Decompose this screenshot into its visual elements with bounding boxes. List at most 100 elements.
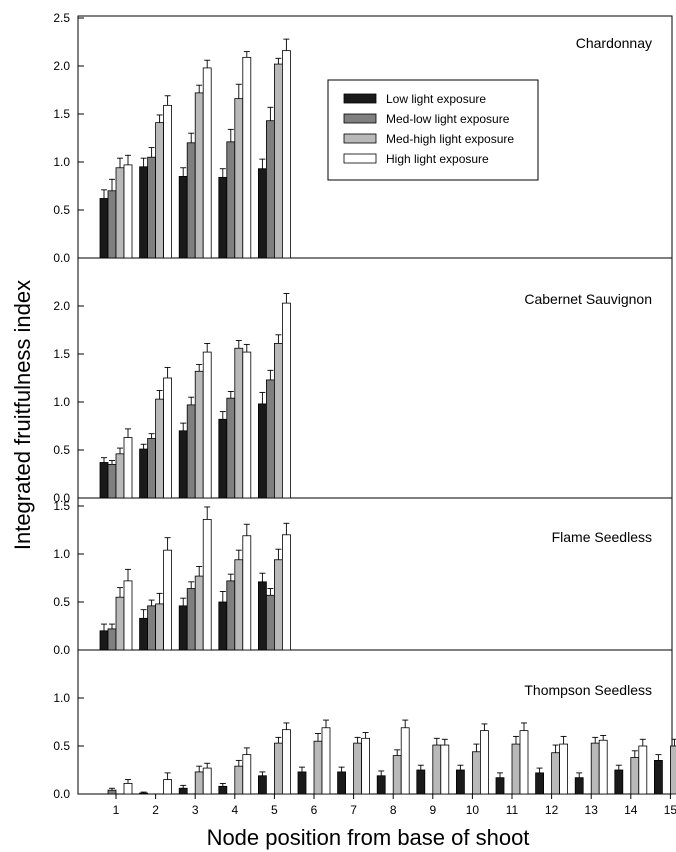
x-tick-label: 14 <box>624 803 638 817</box>
bar-thompson-seedless-s4-node10 <box>479 730 489 795</box>
panel-thompson-seedless: Thompson Seedless 0.0 0.5 1.0 <box>53 682 676 801</box>
bar-flame-seedless-s4-node2 <box>163 549 173 651</box>
bar-thompson-seedless-s3-node12 <box>551 752 560 795</box>
panel-flame-seedless: Flame Seedless 0.0 0.5 1.0 1.5 <box>53 499 652 657</box>
bar-cabernet-sauvignon-s4-node3 <box>202 351 212 499</box>
x-tick-label: 8 <box>390 803 397 817</box>
bar-thompson-seedless-s4-node6 <box>321 727 331 795</box>
bar-cabernet-sauvignon-s3-node3 <box>194 370 204 499</box>
bar-chardonnay-s2-node2 <box>147 156 157 259</box>
x-axis-title: Node position from base of shoot <box>207 825 530 850</box>
y-tick-label: 0.5 <box>53 595 70 609</box>
bar-thompson-seedless-s1-node6 <box>297 771 307 795</box>
y-tick-label: 1.5 <box>53 499 70 513</box>
bar-flame-seedless-s1-node5 <box>257 581 267 651</box>
bar-thompson-seedless-s4-node13 <box>598 739 608 795</box>
bar-cabernet-sauvignon-s1-node2 <box>139 448 149 499</box>
bar-thompson-seedless-s4-node8 <box>400 727 410 795</box>
y-tick-label: 0.5 <box>53 443 70 457</box>
legend-swatch-high <box>343 153 377 164</box>
x-tick-label: 6 <box>311 803 318 817</box>
bar-thompson-seedless-s4-node12 <box>559 743 568 795</box>
panel-title: Chardonnay <box>576 35 652 51</box>
bar-cabernet-sauvignon-s2-node2 <box>147 438 157 499</box>
bar-flame-seedless-s4-node4 <box>242 535 252 651</box>
y-tick-label: 0.0 <box>53 787 70 801</box>
bar-thompson-seedless-s3-node11 <box>511 743 521 795</box>
y-tick-label: 0.0 <box>53 251 70 265</box>
bar-cabernet-sauvignon-s2-node4 <box>226 397 236 499</box>
y-tick-label: 1.0 <box>53 691 70 705</box>
bar-chardonnay-s1-node4 <box>218 176 228 259</box>
panel-chardonnay: Chardonnay 0.0 0.5 1.0 1.5 2.0 2.5 <box>53 11 652 265</box>
bar-chardonnay-s2-node1 <box>107 190 117 259</box>
legend-swatch-med-low <box>343 113 377 124</box>
bar-chardonnay-s4-node4 <box>242 56 252 259</box>
bar-chardonnay-s4-node5 <box>281 50 291 259</box>
bar-flame-seedless-s1-node3 <box>178 605 188 651</box>
bar-thompson-seedless-s1-node12 <box>535 772 544 795</box>
bar-chardonnay-s1-node3 <box>178 175 188 259</box>
bar-thompson-seedless-s3-node7 <box>353 742 363 795</box>
bar-chardonnay-s3-node1 <box>115 167 125 259</box>
bar-thompson-seedless-s4-node4 <box>242 754 252 795</box>
plot-border <box>77 15 673 795</box>
bar-cabernet-sauvignon-s4-node5 <box>281 302 291 499</box>
bar-thompson-seedless-s3-node5 <box>273 742 283 795</box>
bar-thompson-seedless-s1-node9 <box>416 769 426 795</box>
bar-chardonnay-s4-node3 <box>202 67 212 259</box>
panel-title: Flame Seedless <box>552 529 652 545</box>
bar-thompson-seedless-s4-node5 <box>281 729 291 795</box>
bar-cabernet-sauvignon-s1-node4 <box>218 418 228 499</box>
y-tick-label: 1.0 <box>53 155 70 169</box>
bar-thompson-seedless-s1-node15 <box>654 760 663 795</box>
chart-panels: Chardonnay 0.0 0.5 1.0 1.5 2.0 2.5 Cabernet Sau… <box>53 11 676 801</box>
y-tick-label: 0.5 <box>53 203 70 217</box>
x-tick-label: 12 <box>545 803 559 817</box>
y-tick-label: 2.0 <box>53 59 70 73</box>
x-tick-label: 7 <box>350 803 357 817</box>
bar-thompson-seedless-s1-node2 <box>139 792 149 795</box>
bar-thompson-seedless-s1-node13 <box>574 777 584 795</box>
bar-flame-seedless-s2-node2 <box>147 605 157 651</box>
bar-thompson-seedless-s3-node10 <box>471 751 481 795</box>
bar-thompson-seedless-s4-node2 <box>163 779 173 795</box>
bar-thompson-seedless-s3-node14 <box>630 757 640 795</box>
bar-cabernet-sauvignon-s1-node3 <box>178 430 188 499</box>
bar-flame-seedless-s4-node5 <box>281 534 291 651</box>
bar-chardonnay-s2-node5 <box>265 120 275 259</box>
bar-thompson-seedless-s3-node13 <box>590 742 600 795</box>
bar-cabernet-sauvignon-s3-node1 <box>115 453 125 499</box>
bar-thompson-seedless-s1-node10 <box>455 769 465 795</box>
bar-flame-seedless-s3-node4 <box>234 559 244 651</box>
legend-label-high: High light exposure <box>386 152 489 166</box>
panel-title: Cabernet Sauvignon <box>524 291 652 307</box>
bar-thompson-seedless-s4-node1 <box>123 783 133 795</box>
bar-cabernet-sauvignon-s4-node4 <box>242 351 252 499</box>
bar-flame-seedless-s3-node2 <box>155 603 165 651</box>
bar-chardonnay-s3-node4 <box>234 98 244 259</box>
bar-thompson-seedless-s1-node4 <box>218 785 228 795</box>
x-axis: 1 2 3 4 5 6 7 8 9 10 11 12 13 14 15 <box>113 794 676 817</box>
legend: Low light exposure Med-low light exposur… <box>327 79 539 181</box>
bar-thompson-seedless-s4-node11 <box>519 730 529 795</box>
x-tick-label: 4 <box>231 803 238 817</box>
bar-chardonnay-s1-node2 <box>139 166 149 259</box>
y-tick-label: 1.0 <box>53 547 70 561</box>
x-tick-label: 15 <box>664 803 676 817</box>
bar-flame-seedless-s2-node1 <box>107 628 117 651</box>
bar-flame-seedless-s1-node4 <box>218 601 228 651</box>
x-tick-label: 9 <box>429 803 436 817</box>
bar-thompson-seedless-s3-node8 <box>392 755 402 795</box>
bar-cabernet-sauvignon-s1-node5 <box>257 403 267 499</box>
bar-thompson-seedless-s4-node14 <box>638 745 648 795</box>
y-axis-title: Integrated fruitfulness index <box>10 280 35 550</box>
x-tick-label: 1 <box>113 803 120 817</box>
bar-thompson-seedless-s3-node6 <box>313 740 323 795</box>
bar-chardonnay-s3-node5 <box>273 63 283 259</box>
bar-thompson-seedless-s3-node4 <box>234 765 244 795</box>
bar-flame-seedless-s3-node3 <box>194 575 204 651</box>
y-tick-label: 1.0 <box>53 395 70 409</box>
bar-chardonnay-s3-node3 <box>194 92 204 259</box>
